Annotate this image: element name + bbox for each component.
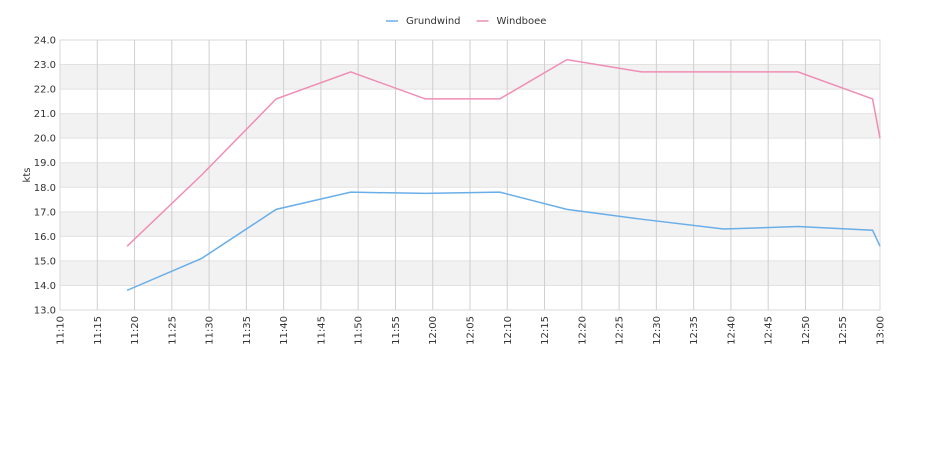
x-tick-label: 11:10 bbox=[56, 316, 67, 345]
plot-border bbox=[59, 39, 881, 311]
x-tick-label: 11:55 bbox=[391, 316, 402, 345]
x-tick-label: 11:20 bbox=[130, 316, 141, 345]
x-tick-label: 12:20 bbox=[577, 316, 588, 345]
x-tick-label: 12:50 bbox=[801, 316, 812, 345]
x-tick-label: 12:15 bbox=[540, 316, 551, 345]
y-tick-label: 18.0 bbox=[34, 183, 56, 194]
x-tick-label: 12:45 bbox=[764, 316, 775, 345]
y-tick-label: 16.0 bbox=[34, 232, 56, 243]
y-tick-label: 19.0 bbox=[34, 158, 56, 169]
x-tick-label: 11:25 bbox=[167, 316, 178, 345]
x-tick-label: 12:40 bbox=[726, 316, 737, 345]
legend-label: Windboee bbox=[497, 16, 547, 27]
y-tick-label: 21.0 bbox=[34, 109, 56, 120]
x-tick-label: 12:05 bbox=[466, 316, 477, 345]
x-tick-label: 11:35 bbox=[242, 316, 253, 345]
legend: Grundwind Windboee bbox=[386, 16, 546, 27]
series-line bbox=[126, 58, 881, 247]
y-tick-label: 13.0 bbox=[34, 306, 56, 317]
x-tick-label: 12:25 bbox=[615, 316, 626, 345]
x-tick-label: 11:45 bbox=[316, 316, 327, 345]
series-line bbox=[126, 191, 881, 292]
x-tick-label: 12:10 bbox=[503, 316, 514, 345]
y-tick-label: 15.0 bbox=[34, 256, 56, 267]
x-tick-label: 11:40 bbox=[279, 316, 290, 345]
x-tick-label: 12:00 bbox=[428, 316, 439, 345]
x-tick-label: 13:00 bbox=[876, 316, 887, 345]
y-tick-label: 14.0 bbox=[34, 281, 56, 292]
x-tick-label: 12:30 bbox=[652, 316, 663, 345]
y-tick-label: 24.0 bbox=[34, 36, 56, 47]
y-tick-label: 23.0 bbox=[34, 60, 56, 71]
y-tick-label: 22.0 bbox=[34, 85, 56, 96]
x-tick-label: 12:35 bbox=[689, 316, 700, 345]
y-tick-label: 17.0 bbox=[34, 207, 56, 218]
x-tick-label: 11:15 bbox=[93, 316, 104, 345]
x-tick-label: 12:55 bbox=[838, 316, 849, 345]
y-axis-label: kts bbox=[22, 168, 33, 183]
y-tick-label: 20.0 bbox=[34, 134, 56, 145]
x-tick-label: 11:30 bbox=[205, 316, 216, 345]
legend-label: Grundwind bbox=[406, 16, 461, 27]
x-tick-label: 11:50 bbox=[354, 316, 365, 345]
